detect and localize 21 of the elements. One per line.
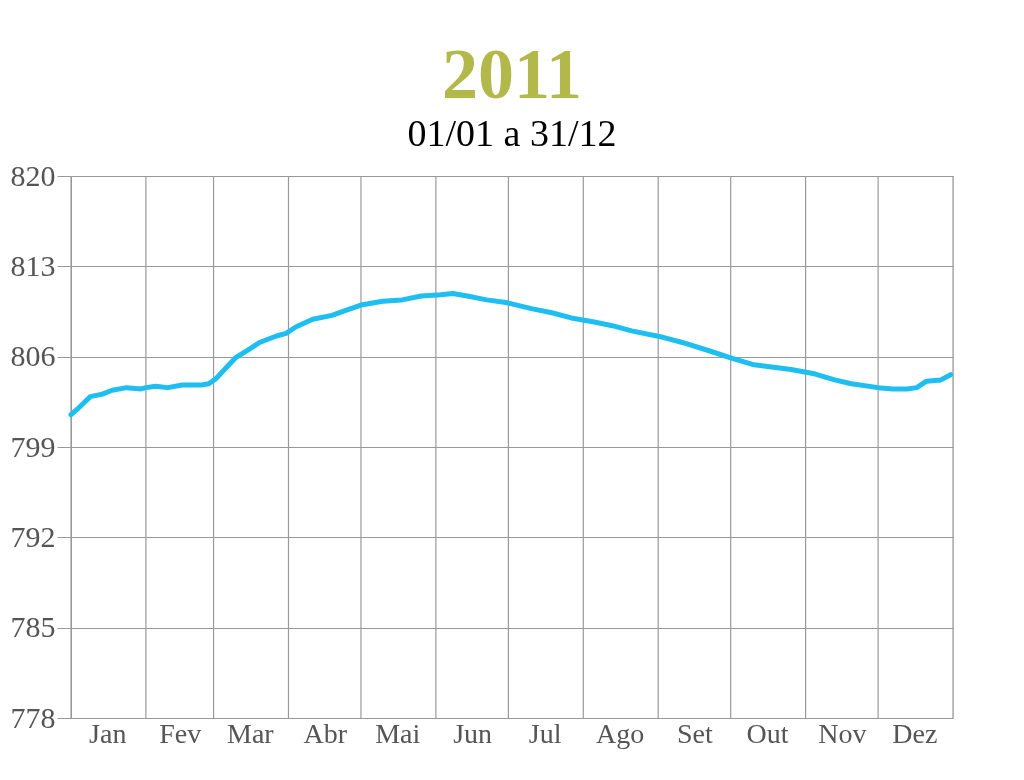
- x-tick-label: Fev: [159, 717, 202, 749]
- x-tick-label: Jan: [89, 717, 127, 749]
- y-tick-label: 813: [10, 248, 56, 282]
- x-tick-label: Out: [746, 717, 789, 749]
- y-tick-label: 820: [10, 158, 56, 192]
- x-tick-label: Dez: [892, 717, 938, 749]
- x-tick-label: Abr: [303, 717, 348, 749]
- chart-subtitle: 01/01 a 31/12: [407, 112, 617, 154]
- x-tick-label: Ago: [595, 717, 645, 749]
- y-tick-label: 806: [10, 339, 56, 373]
- x-tick-label: Nov: [818, 717, 867, 749]
- y-tick-label: 792: [10, 519, 56, 553]
- y-tick-label: 785: [10, 610, 56, 644]
- y-tick-label: 778: [10, 700, 56, 734]
- x-tick-label: Jun: [453, 717, 493, 749]
- x-tick-label: Mai: [375, 717, 421, 749]
- x-tick-label: Jul: [528, 717, 562, 749]
- chart-title: 2011: [441, 34, 583, 114]
- x-tick-label: Set: [677, 717, 714, 749]
- x-tick-label: Mar: [226, 717, 275, 749]
- y-tick-label: 799: [10, 429, 56, 463]
